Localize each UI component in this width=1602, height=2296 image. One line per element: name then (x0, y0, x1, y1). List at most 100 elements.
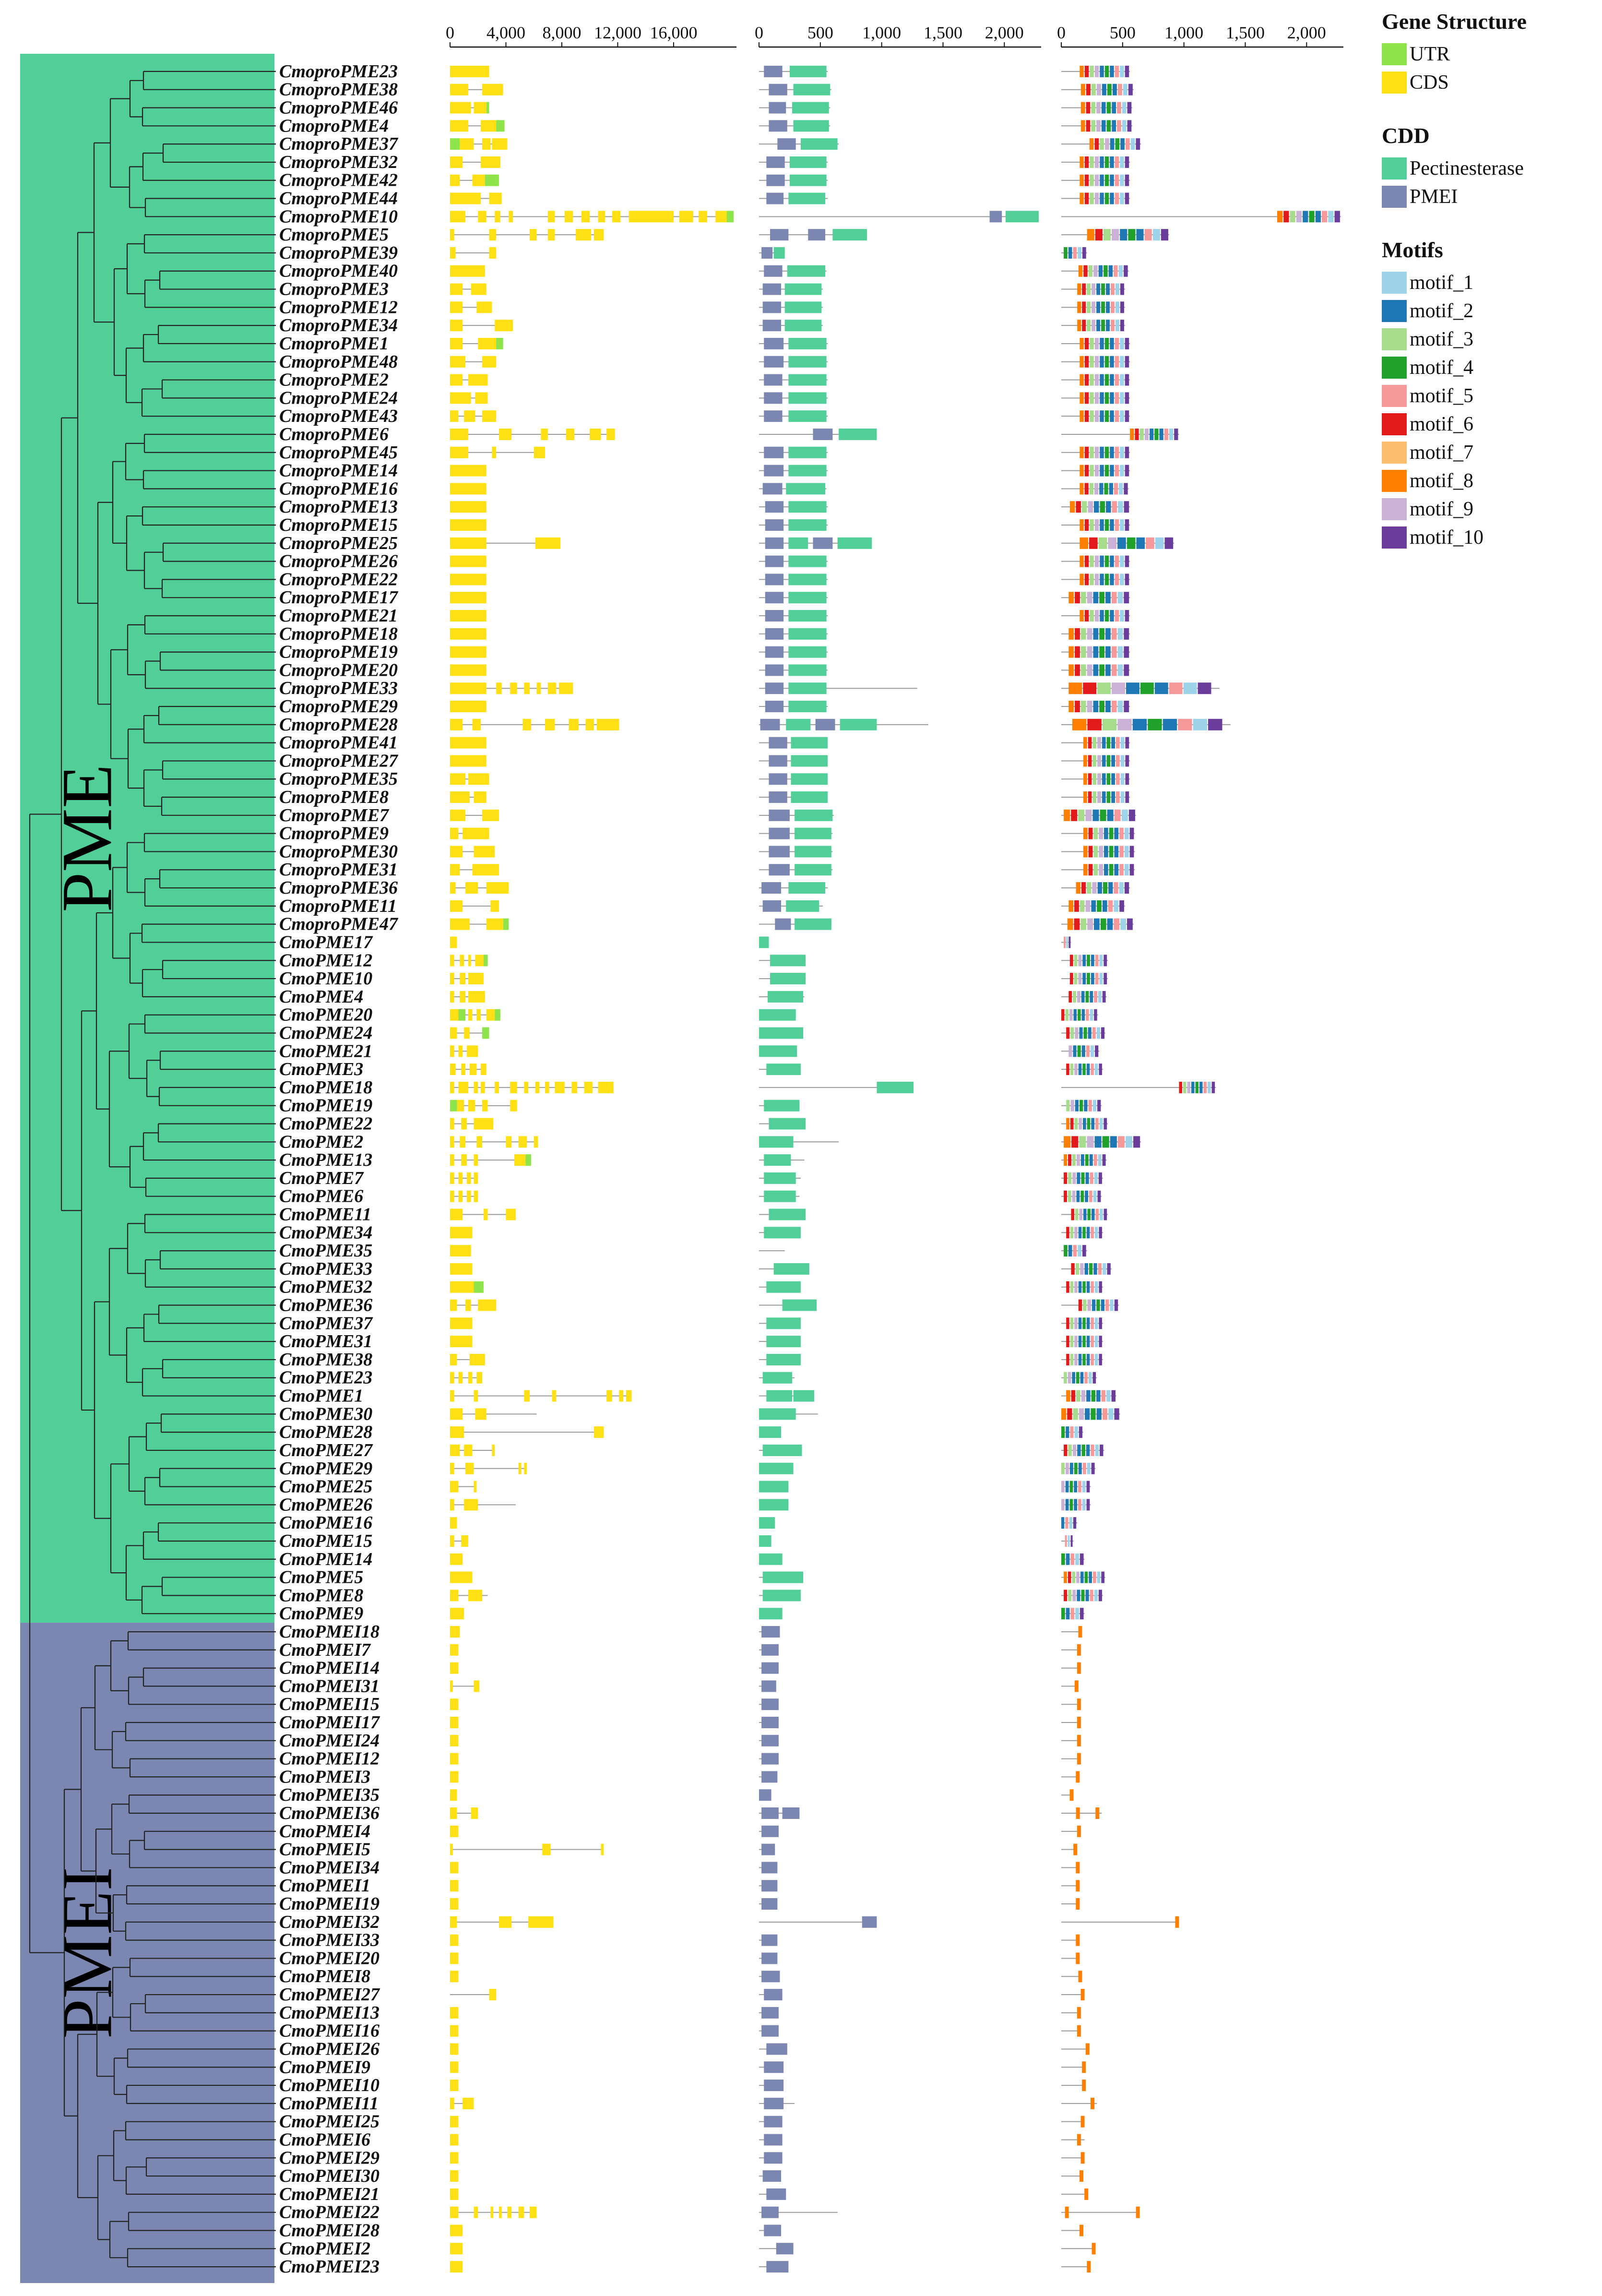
motif-2 (1303, 211, 1308, 223)
cds-block (486, 918, 503, 930)
motif-10 (1092, 1372, 1096, 1384)
motif-2 (1105, 628, 1111, 640)
pmei-domain (761, 1862, 778, 1874)
pectinesterase-domain (784, 283, 822, 295)
gene-label: CmoPME4 (279, 987, 363, 1007)
motif-9 (1087, 918, 1093, 930)
motif-3 (1090, 192, 1094, 204)
pmei-domain (761, 2007, 779, 2019)
motif-5 (1114, 265, 1118, 277)
motif-2 (1068, 247, 1072, 259)
motif-9 (1112, 229, 1119, 241)
gene-label: CmoproPME32 (279, 152, 398, 172)
gene-label: CmoproPME35 (279, 769, 398, 789)
motif-5 (1091, 1336, 1094, 1348)
motif-8 (1078, 265, 1083, 277)
gene-label: CmoPME27 (279, 1440, 373, 1460)
motif-8 (1069, 1789, 1074, 1801)
motif-8 (1061, 1408, 1067, 1420)
gene-label: CmoPME26 (279, 1495, 372, 1515)
motif-10 (1091, 1462, 1095, 1474)
pmei-domain (764, 2152, 783, 2164)
motif-4 (1097, 900, 1102, 912)
motif-5 (1115, 65, 1119, 77)
motif-3 (1103, 229, 1111, 241)
gene-label: CmoproPME24 (279, 388, 398, 408)
motif-3 (1074, 973, 1078, 985)
motif-2 (1106, 283, 1110, 295)
motif-8 (1080, 392, 1084, 404)
motif-5 (1322, 211, 1328, 223)
cds-block (450, 755, 487, 767)
motif-10 (1082, 247, 1086, 259)
cds-block (450, 737, 487, 749)
motif-8 (1083, 755, 1087, 767)
motif-10 (1120, 283, 1124, 295)
gene-label: CmoPME21 (279, 1041, 372, 1061)
motif-2 (1086, 1444, 1090, 1456)
motif-10 (1104, 1208, 1107, 1220)
pmei-domain (764, 356, 784, 368)
pectinesterase-domain (793, 1390, 815, 1402)
motif-1 (1094, 1317, 1098, 1329)
motif-10 (1104, 1118, 1107, 1130)
cds-block (450, 465, 487, 477)
motif-4 (1106, 737, 1111, 749)
gene_structure-tick-label: 16,000 (650, 23, 697, 42)
pmei-domain (813, 428, 833, 440)
motif-2 (1077, 1172, 1080, 1184)
motif-1 (1169, 428, 1174, 440)
motif-2 (1078, 1317, 1082, 1329)
cds-block (450, 2080, 459, 2092)
cds-block (472, 174, 485, 186)
motif-10 (1129, 827, 1134, 839)
motif-5 (1146, 537, 1154, 549)
gene-label: CmoproPME44 (279, 189, 398, 209)
motif-5 (1095, 955, 1099, 967)
motif-10 (1125, 610, 1129, 622)
pmei-domain (815, 718, 835, 730)
motif-8 (1089, 138, 1094, 150)
cds-block (450, 1807, 457, 1819)
cds-block (450, 1136, 454, 1148)
motif-10 (1101, 1571, 1105, 1583)
motif-8 (1095, 1807, 1100, 1819)
motif-9 (1092, 301, 1096, 313)
motif-2 (1126, 682, 1139, 694)
motif-1 (1120, 446, 1124, 458)
cds-block (450, 320, 463, 332)
gene-label: CmoPMEI12 (279, 1749, 380, 1769)
cds-block (474, 1481, 477, 1493)
motif-5 (1117, 84, 1122, 96)
motif-5 (1115, 410, 1119, 422)
motif-9 (1079, 1208, 1083, 1220)
pmei-domain (765, 555, 784, 567)
cds-block (585, 718, 594, 730)
motif-10 (1127, 102, 1132, 114)
cds-block (450, 973, 454, 985)
motif-5 (1065, 1517, 1068, 1529)
motif-6 (1074, 900, 1079, 912)
cds-block (450, 1462, 454, 1474)
pmei-domain (782, 1807, 800, 1819)
motif-10 (1124, 664, 1129, 676)
pmei-domain (764, 2134, 783, 2146)
cds-block (528, 1916, 554, 1928)
motif-4 (1069, 1499, 1073, 1511)
cds-block (482, 809, 499, 821)
motif-6 (1087, 718, 1102, 730)
motif-2 (1091, 900, 1096, 912)
motif-10 (1124, 592, 1129, 604)
pmei-domain (761, 1698, 779, 1710)
pectinesterase-domain (877, 1081, 914, 1093)
cds-block (450, 211, 466, 223)
cds-block (598, 211, 605, 223)
motif-5 (1111, 701, 1117, 713)
cds-block (450, 791, 470, 803)
motif-2 (1191, 1081, 1195, 1093)
pmei-domain (764, 2224, 782, 2236)
motif-8 (1091, 2097, 1095, 2109)
cds-block (450, 1771, 459, 1783)
motif-6 (1070, 1118, 1074, 1130)
motif-8 (1080, 410, 1084, 422)
